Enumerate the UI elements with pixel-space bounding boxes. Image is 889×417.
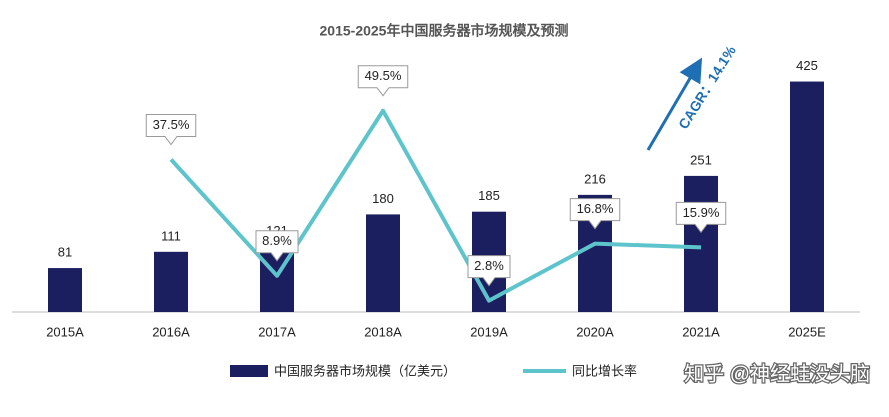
- line-value-label: 37.5%: [153, 117, 190, 132]
- cagr-arrow: [646, 57, 703, 151]
- x-tick-label: 2021A: [682, 324, 720, 339]
- bar: [154, 251, 188, 312]
- legend-swatch: [230, 365, 268, 377]
- x-tick-label: 2019A: [470, 324, 508, 339]
- bar-value-label: 185: [478, 188, 500, 203]
- growth-line: [169, 108, 702, 303]
- bar-value-label: 180: [372, 191, 394, 206]
- bar: [48, 268, 82, 312]
- callout-box: [675, 201, 727, 234]
- line-value-label: 49.5%: [365, 68, 402, 83]
- callout-box: [145, 114, 197, 146]
- line-value-label: 16.8%: [577, 201, 614, 216]
- callout-box: [255, 230, 299, 262]
- bar-value-label: 111: [161, 228, 181, 243]
- bar-value-label: 216: [584, 171, 606, 186]
- chart-title: 2015-2025年中国服务器市场规模及预测: [320, 23, 569, 39]
- x-tick-label: 2015A: [46, 324, 84, 339]
- bar-value-label: 251: [690, 152, 712, 167]
- x-tick-label: 2016A: [152, 324, 190, 339]
- legend-label: 同比增长率: [572, 363, 637, 378]
- callout-box: [467, 255, 511, 287]
- x-tick-label: 2017A: [258, 324, 296, 339]
- bar: [790, 81, 824, 312]
- line-value-label: 15.9%: [683, 205, 720, 220]
- line-value-label: 8.9%: [262, 233, 292, 248]
- bar: [684, 175, 718, 312]
- legend-label: 中国服务器市场规模（亿美元）: [274, 363, 456, 378]
- bar-value-label: 425: [796, 58, 818, 73]
- bar-value-label: 81: [58, 245, 72, 260]
- x-tick-label: 2020A: [576, 324, 614, 339]
- x-tick-label: 2025E: [788, 324, 826, 339]
- watermark: 知乎 @神经蛙没头脑: [684, 362, 870, 385]
- bar: [366, 214, 400, 312]
- line-value-label: 2.8%: [474, 258, 504, 273]
- x-tick-label: 2018A: [364, 324, 402, 339]
- callout-box: [357, 65, 409, 97]
- callout-box: [569, 198, 621, 230]
